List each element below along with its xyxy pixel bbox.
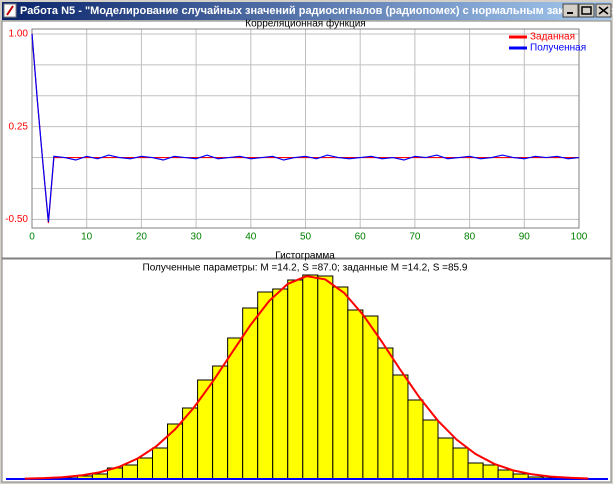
x-tick-label: 50 xyxy=(300,232,312,243)
histogram-bar xyxy=(197,379,214,480)
histogram-bar xyxy=(121,464,138,480)
histogram-bar xyxy=(167,423,184,480)
chart-title: Гистограмма xyxy=(275,251,335,262)
correlation-panel xyxy=(1,20,612,259)
legend-label: Заданная xyxy=(530,32,575,43)
histogram-bar xyxy=(272,288,289,480)
app-icon-mark xyxy=(6,5,14,16)
x-tick-label: 0 xyxy=(29,232,35,243)
x-tick-label: 40 xyxy=(245,232,257,243)
histogram-bar xyxy=(302,274,319,480)
histogram-bar xyxy=(407,399,424,480)
histogram-bar xyxy=(152,447,169,480)
y-tick-label: -0.50 xyxy=(5,214,28,225)
x-tick-label: 70 xyxy=(409,232,421,243)
histogram-bar xyxy=(362,315,379,480)
y-tick-label: 1.00 xyxy=(9,29,29,40)
histogram-bar xyxy=(377,347,394,480)
histogram-bar xyxy=(497,469,514,480)
histogram-bar xyxy=(452,447,469,480)
histogram-bar xyxy=(482,464,499,480)
histogram-bar xyxy=(392,374,409,480)
histogram-bar xyxy=(287,279,304,480)
maximize-glyph xyxy=(581,6,592,15)
x-tick-label: 10 xyxy=(81,232,93,243)
series-line xyxy=(31,33,580,222)
chart-title: Корреляционная функция xyxy=(245,18,365,30)
title-bar xyxy=(2,2,611,20)
density-curve xyxy=(24,275,589,480)
histogram-bar xyxy=(136,457,154,480)
minimize-button[interactable] xyxy=(562,3,579,18)
close-glyph xyxy=(598,6,609,15)
histogram-bar xyxy=(212,365,229,480)
plot-frame xyxy=(31,28,580,229)
window-buttons xyxy=(562,3,612,18)
histogram-bar xyxy=(227,337,244,480)
chart-subtitle: Полученные параметры: M =14.2, S =87.0; … xyxy=(143,263,468,274)
x-tick-label: 20 xyxy=(136,232,148,243)
x-tick-label: 80 xyxy=(464,232,476,243)
histogram-bar xyxy=(332,286,349,480)
x-tick-label: 100 xyxy=(571,232,588,243)
histogram-bar xyxy=(467,462,484,480)
x-tick-label: 30 xyxy=(191,232,203,243)
histogram-bar xyxy=(422,419,439,480)
x-tick-label: 60 xyxy=(355,232,367,243)
histogram-bar xyxy=(347,309,364,480)
window-title: Работа N5 - "Моделирование случайных зна… xyxy=(20,5,613,17)
histogram-bar xyxy=(437,437,454,480)
y-tick-label: 0.25 xyxy=(9,121,29,132)
x-tick-label: 90 xyxy=(519,232,531,243)
histogram-bar xyxy=(257,291,274,480)
histogram-bar xyxy=(317,275,334,480)
legend-label: Полученная xyxy=(530,43,586,54)
